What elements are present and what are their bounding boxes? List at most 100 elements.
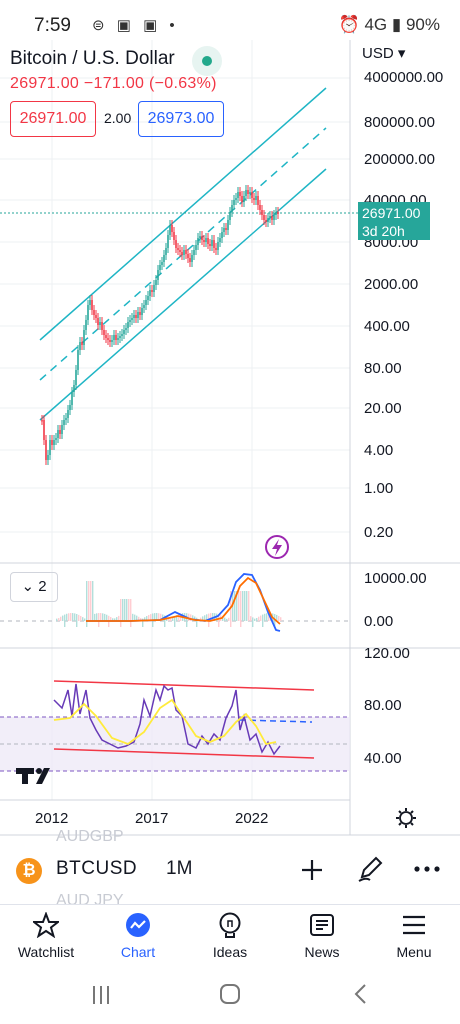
candle-body xyxy=(235,198,237,200)
recent-apps-icon[interactable] xyxy=(90,984,112,1006)
symbol-title[interactable]: Bitcoin / U.S. Dollar xyxy=(10,48,175,69)
bar-countdown: 3d 20h xyxy=(362,223,405,239)
histogram-bar xyxy=(144,617,146,621)
last-price-tag: 26971.00 3d 20h xyxy=(358,202,430,240)
tradingview-logo xyxy=(16,768,50,784)
histogram-bar xyxy=(118,615,120,621)
histogram-bar xyxy=(102,613,104,621)
histogram-bar xyxy=(228,617,230,621)
histogram-bar xyxy=(240,591,242,627)
histogram-bar xyxy=(164,615,166,627)
candle-body xyxy=(161,262,163,265)
timeframe-selector[interactable]: 1M xyxy=(166,858,193,879)
histogram-bar xyxy=(234,591,236,621)
back-icon[interactable] xyxy=(350,982,372,1006)
home-icon[interactable] xyxy=(218,982,242,1006)
symbol-selector[interactable]: BTCUSD xyxy=(56,858,138,879)
histogram-bar xyxy=(262,614,264,627)
battery-level: 90% xyxy=(405,15,440,34)
histogram-bar xyxy=(126,599,128,621)
tab-chart[interactable]: Chart xyxy=(92,910,184,970)
histogram-bar xyxy=(226,618,228,621)
settings-gear-icon[interactable] xyxy=(396,808,416,828)
histogram-bar xyxy=(218,614,220,627)
candle-body xyxy=(141,308,143,315)
histogram-bar xyxy=(74,613,76,621)
candle-body xyxy=(169,225,171,235)
channel-lower-line xyxy=(39,168,327,421)
histogram-bar xyxy=(146,616,148,621)
parallel-channel[interactable] xyxy=(39,87,327,421)
histogram-bar xyxy=(100,613,102,621)
candle-body xyxy=(67,410,69,418)
candle-body xyxy=(261,210,263,215)
histogram-bar xyxy=(258,616,260,621)
histogram-bar xyxy=(82,617,84,621)
price-axis-label: 2000.00 xyxy=(364,276,419,293)
status-right: ⏰ 4G ▮ 90% xyxy=(339,15,440,35)
histogram-bar xyxy=(202,616,204,621)
rsi-upper-trendline[interactable] xyxy=(53,680,315,691)
candle-body xyxy=(275,212,277,215)
indicator-collapse-button[interactable]: ⌄ 2 xyxy=(10,572,58,602)
tab-watchlist[interactable]: Watchlist xyxy=(0,910,92,970)
candle-body xyxy=(195,245,197,250)
candle-body xyxy=(121,334,123,336)
channel-mid-line xyxy=(39,127,327,381)
histogram-bar xyxy=(140,618,142,621)
histogram-bar xyxy=(94,613,96,621)
candle-body xyxy=(243,196,245,202)
candle-body xyxy=(79,342,81,350)
candle-body xyxy=(95,315,97,318)
currency-dropdown[interactable]: USD ▾ xyxy=(362,45,406,62)
rsi-axis-label: 80.00 xyxy=(364,697,402,714)
histogram-bar xyxy=(256,617,258,621)
more-options-icon[interactable] xyxy=(414,864,440,874)
candle-body xyxy=(211,240,213,246)
histogram-bar xyxy=(76,614,78,627)
candle-body xyxy=(191,255,193,262)
rsi-axis-label: 40.00 xyxy=(364,750,402,767)
chart-canvas[interactable] xyxy=(0,0,460,840)
histogram-bar xyxy=(66,613,68,621)
channel-upper-line xyxy=(39,87,327,341)
tab-ideas[interactable]: Ideas xyxy=(184,910,276,970)
histogram-bar xyxy=(90,581,92,621)
candle-body xyxy=(205,238,207,242)
histogram-bar xyxy=(150,614,152,621)
tab-news[interactable]: News xyxy=(276,910,368,970)
add-plus-icon[interactable] xyxy=(300,858,324,882)
candle-body xyxy=(217,242,219,250)
candle-body xyxy=(197,238,199,245)
candle-body xyxy=(257,196,259,205)
candle-body xyxy=(65,418,67,420)
candle-body xyxy=(137,312,139,318)
histogram-bar xyxy=(138,616,140,621)
histogram-bar xyxy=(188,613,190,621)
sell-price-button[interactable]: 26971.00 xyxy=(10,101,96,137)
lightning-icon[interactable] xyxy=(265,535,289,559)
drawing-pen-icon[interactable] xyxy=(356,855,384,883)
histogram-bar xyxy=(148,614,150,621)
status-notification-icons: ⊜ ▣ ▣ • xyxy=(92,17,179,34)
histogram-bar xyxy=(60,616,62,621)
bitcoin-icon: ₿ xyxy=(16,858,42,884)
candle-body xyxy=(41,420,43,422)
status-time: 7:59 xyxy=(34,15,71,36)
tab-label: Menu xyxy=(396,944,432,960)
histogram-bar xyxy=(212,613,214,621)
candle-body xyxy=(233,200,235,205)
histogram-bar xyxy=(86,581,88,627)
buy-price-button[interactable]: 26973.00 xyxy=(138,101,224,137)
tab-menu[interactable]: Menu xyxy=(368,910,460,970)
candle-body xyxy=(213,240,215,248)
histogram-bar xyxy=(112,618,114,621)
candle-body xyxy=(103,330,105,335)
price-axis-label: 20.00 xyxy=(364,400,402,417)
histogram-bar xyxy=(244,591,246,621)
histogram-bar xyxy=(80,615,82,621)
candle-body xyxy=(175,240,177,248)
rsi-lower-trendline[interactable] xyxy=(53,748,315,759)
market-status-icon[interactable] xyxy=(192,46,222,76)
rsi-sma-line xyxy=(53,698,277,746)
